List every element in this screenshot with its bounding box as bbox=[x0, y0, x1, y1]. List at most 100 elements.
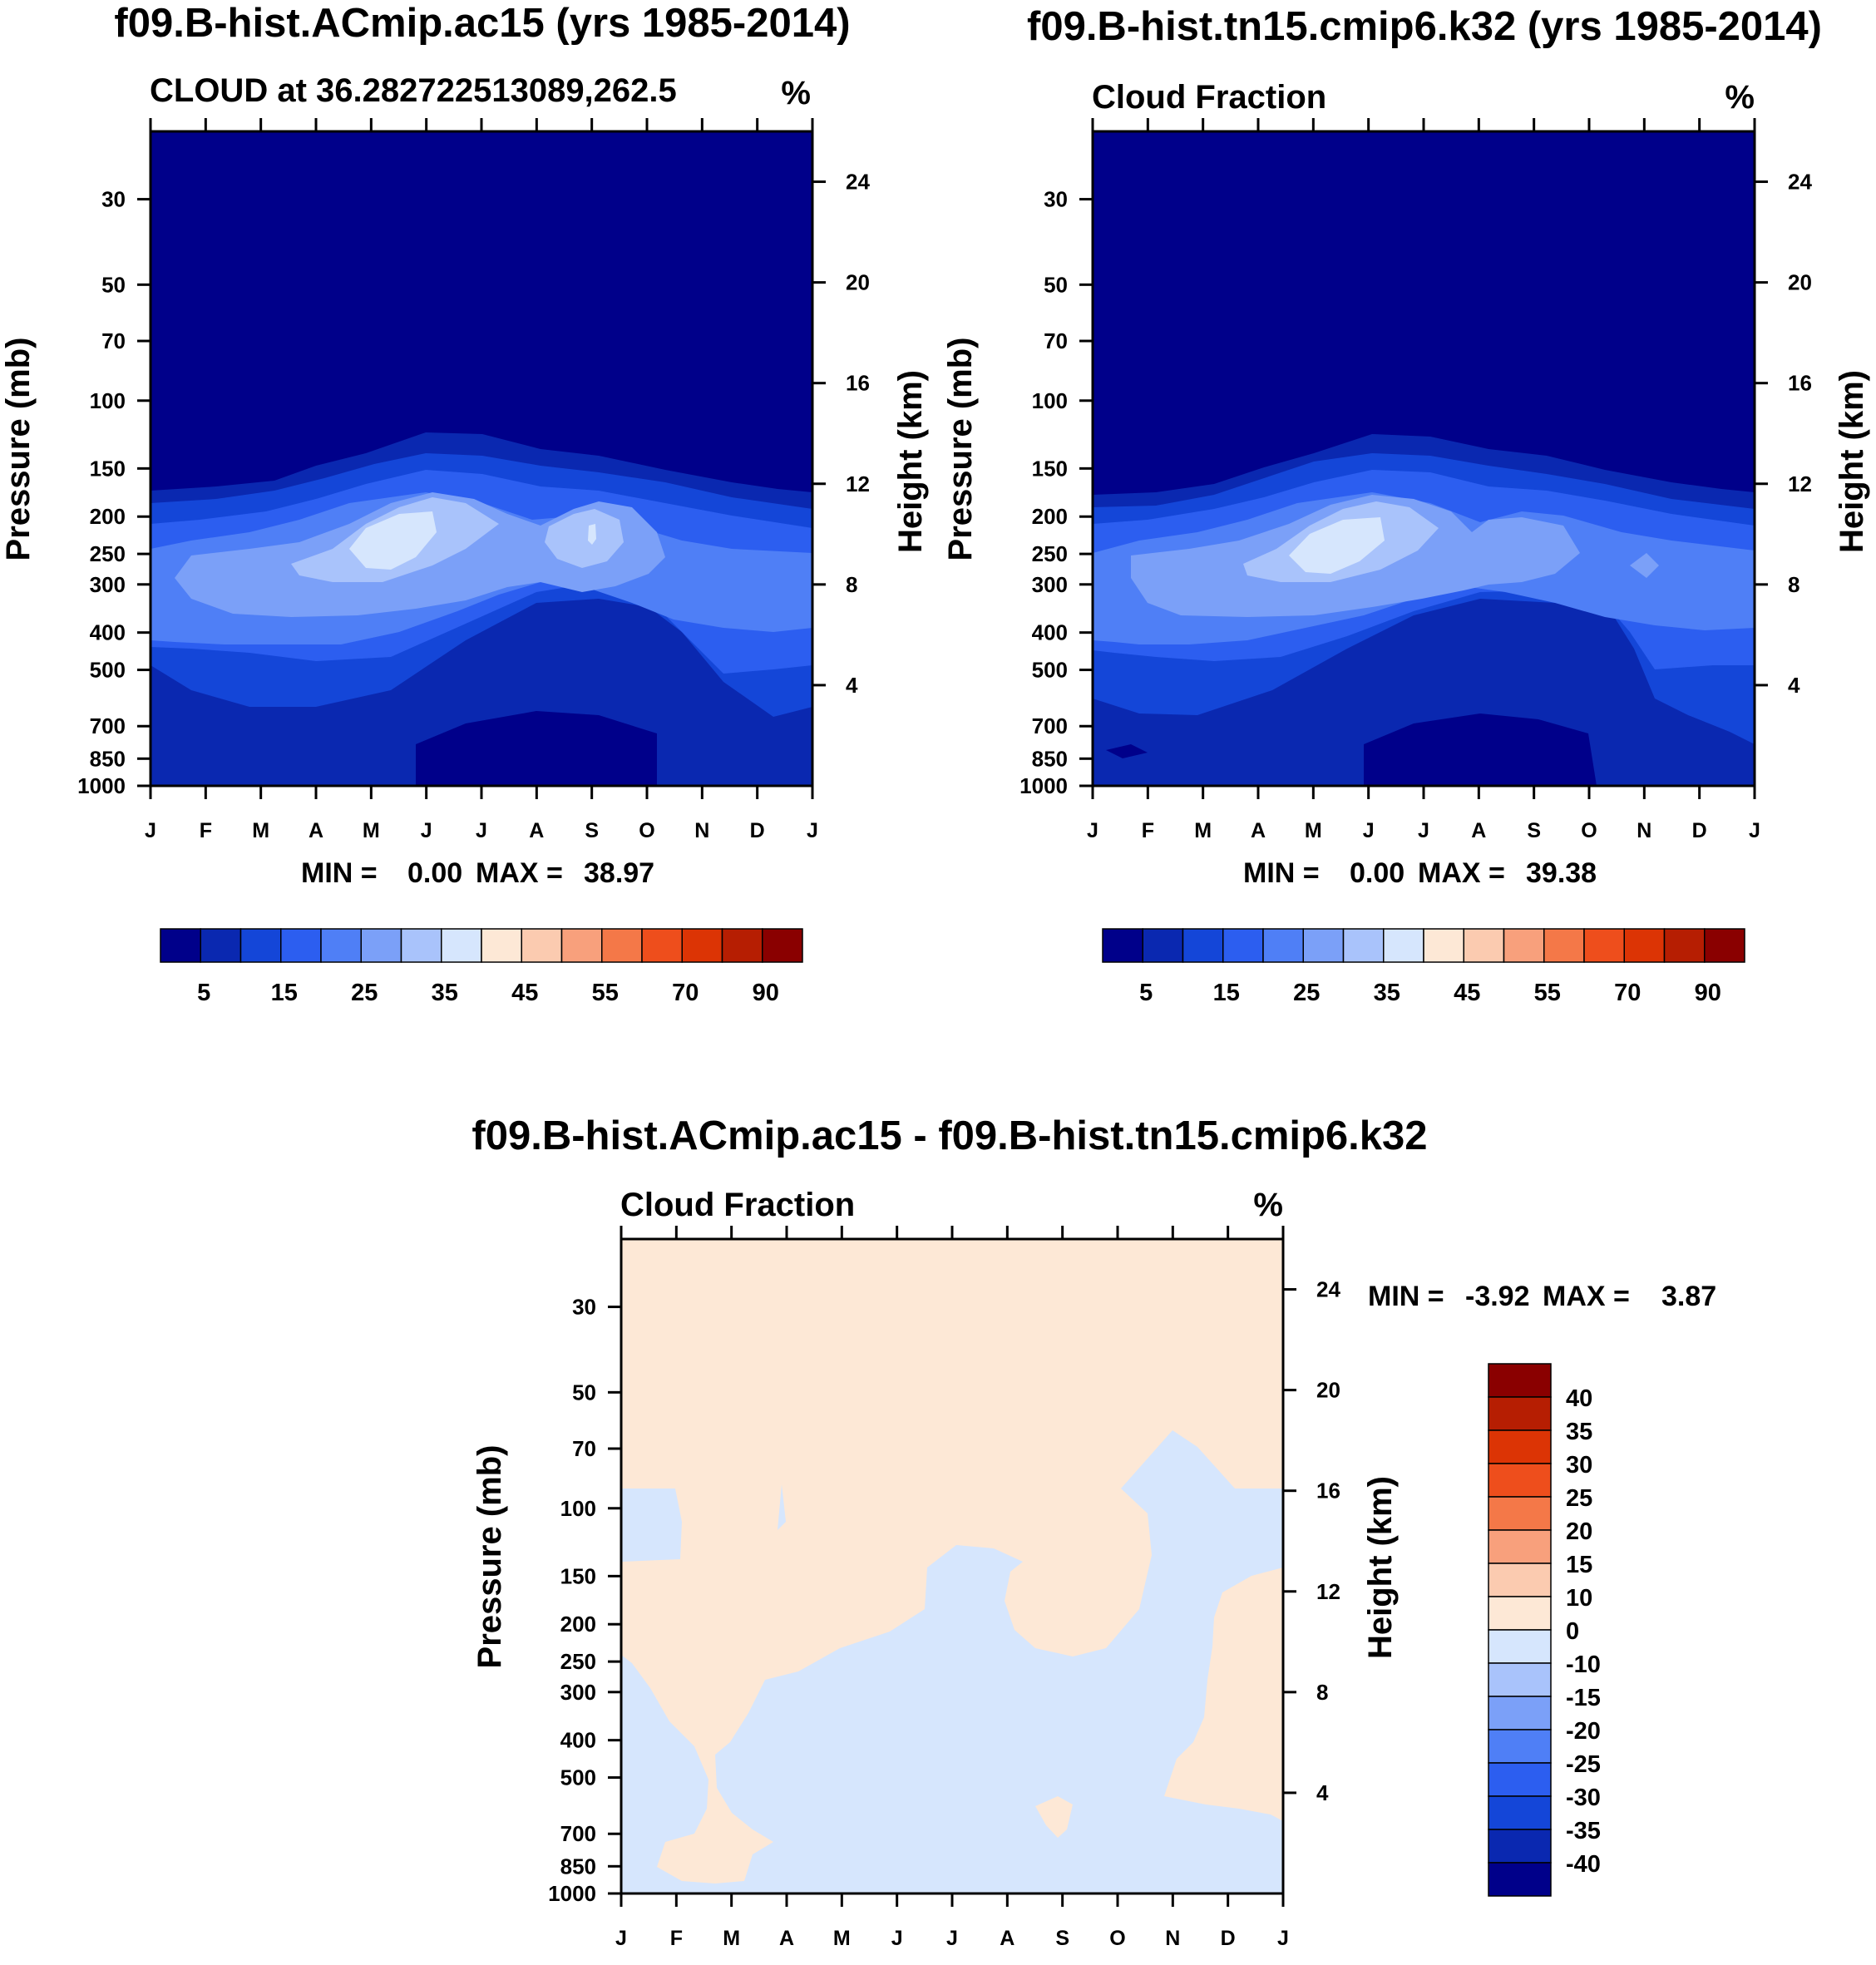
colorbar-label: 70 bbox=[1614, 980, 1641, 1006]
colorbar-swatch bbox=[239, 928, 282, 963]
left-panel-colorbar: 5 15 25 35 45 55 70 90 bbox=[160, 928, 803, 1006]
month-label: J bbox=[145, 819, 156, 842]
left-min-value: 0.00 bbox=[407, 857, 462, 889]
contour-band-0-5-surface bbox=[1106, 713, 1597, 786]
height-tick-label: 20 bbox=[1788, 270, 1812, 295]
month-label: J bbox=[891, 1927, 903, 1950]
colorbar-label: -10 bbox=[1566, 1651, 1601, 1678]
pressure-tick-label: 400 bbox=[90, 620, 126, 645]
colorbar-swatch bbox=[1488, 1795, 1552, 1830]
month-label: D bbox=[1692, 819, 1707, 842]
colorbar-swatch bbox=[360, 928, 402, 963]
pressure-tick-label: 300 bbox=[1032, 572, 1068, 597]
colorbar-swatch bbox=[1222, 928, 1264, 963]
month-label: M bbox=[1305, 819, 1322, 842]
colorbar-swatch bbox=[481, 928, 522, 963]
pressure-tick-label: 50 bbox=[572, 1380, 596, 1405]
colorbar-label: 35 bbox=[1566, 1419, 1592, 1445]
height-tick-label: 8 bbox=[1788, 572, 1799, 597]
right-panel-right-axis-title: Height (km) bbox=[1834, 370, 1870, 553]
pressure-tick-label: 150 bbox=[560, 1563, 596, 1588]
month-label: M bbox=[833, 1927, 851, 1950]
difference-panel-height-ticks: 24 20 16 12 8 4 bbox=[1316, 1277, 1340, 1805]
colorbar-swatch bbox=[1423, 928, 1464, 963]
right-panel-y-axis-title: Pressure (mb) bbox=[942, 338, 979, 561]
colorbar-label: 70 bbox=[672, 980, 699, 1006]
colorbar-label: -15 bbox=[1566, 1685, 1601, 1711]
left-max-label: MAX = bbox=[476, 857, 563, 889]
colorbar-swatch bbox=[441, 928, 482, 963]
difference-panel-units-label: % bbox=[1253, 1187, 1283, 1223]
height-tick-label: 24 bbox=[846, 170, 870, 195]
colorbar-label: -30 bbox=[1566, 1785, 1601, 1811]
contour-band-0-10-small bbox=[1035, 1796, 1073, 1838]
colorbar-label: 15 bbox=[1213, 980, 1240, 1006]
pressure-tick-label: 1000 bbox=[548, 1881, 596, 1906]
left-panel-ticks bbox=[137, 118, 826, 799]
difference-panel-ticks bbox=[608, 1226, 1296, 1907]
month-label: S bbox=[1527, 819, 1541, 842]
difference-panel-right-axis-title: Height (km) bbox=[1362, 1476, 1399, 1659]
height-tick-label: 16 bbox=[1788, 371, 1812, 396]
colorbar-swatch bbox=[1488, 1829, 1552, 1864]
diff-min-value: -3.92 bbox=[1465, 1281, 1530, 1312]
colorbar-swatch bbox=[1463, 928, 1505, 963]
colorbar-swatch bbox=[320, 928, 362, 963]
pressure-tick-label: 700 bbox=[1032, 713, 1068, 738]
month-label: S bbox=[1055, 1927, 1069, 1950]
month-label: J bbox=[1363, 819, 1375, 842]
pressure-tick-label: 250 bbox=[560, 1649, 596, 1674]
colorbar-swatch bbox=[1704, 928, 1745, 963]
colorbar-swatch bbox=[1488, 1496, 1552, 1531]
pressure-tick-label: 700 bbox=[90, 713, 126, 738]
colorbar-swatch bbox=[1623, 928, 1666, 963]
colorbar-swatch bbox=[601, 928, 643, 963]
colorbar-swatch bbox=[1543, 928, 1585, 963]
colorbar-label: 15 bbox=[271, 980, 298, 1006]
colorbar-label: 45 bbox=[511, 980, 538, 1006]
colorbar-label: 90 bbox=[753, 980, 779, 1006]
colorbar-swatch bbox=[400, 928, 442, 963]
left-panel: f09.B-hist.ACmip.ac15 (yrs 1985-2014) CL… bbox=[0, 1, 929, 1006]
height-tick-label: 8 bbox=[846, 572, 857, 597]
colorbar-swatch bbox=[1488, 1729, 1552, 1764]
pressure-tick-label: 700 bbox=[560, 1821, 596, 1846]
diff-max-label: MAX = bbox=[1543, 1281, 1630, 1312]
colorbar-swatch bbox=[1488, 1629, 1552, 1664]
pressure-tick-label: 500 bbox=[1032, 658, 1068, 683]
month-label: A bbox=[309, 819, 323, 842]
colorbar-label: 35 bbox=[432, 980, 458, 1006]
pressure-tick-label: 1000 bbox=[1019, 773, 1068, 798]
month-label: N bbox=[694, 819, 709, 842]
month-label: F bbox=[670, 1927, 683, 1950]
colorbar-swatch bbox=[681, 928, 723, 963]
pressure-tick-label: 200 bbox=[560, 1612, 596, 1637]
colorbar-swatch bbox=[1488, 1696, 1552, 1730]
pressure-tick-label: 30 bbox=[1044, 187, 1068, 212]
left-panel-right-axis-title: Height (km) bbox=[892, 370, 929, 553]
pressure-tick-label: 250 bbox=[1032, 541, 1068, 566]
pressure-tick-label: 250 bbox=[90, 541, 126, 566]
height-tick-label: 20 bbox=[846, 270, 870, 295]
right-panel-title: f09.B-hist.tn15.cmip6.k32 (yrs 1985-2014… bbox=[1027, 4, 1822, 49]
month-label: O bbox=[639, 819, 654, 842]
colorbar-label: 30 bbox=[1566, 1452, 1592, 1479]
colorbar-swatch bbox=[1383, 928, 1424, 963]
contour-band-0-5-surface bbox=[416, 711, 657, 786]
colorbar-label: 15 bbox=[1566, 1552, 1592, 1578]
colorbar-label: 10 bbox=[1566, 1585, 1592, 1612]
month-label: D bbox=[750, 819, 765, 842]
colorbar-label: 0 bbox=[1566, 1618, 1579, 1645]
difference-panel-colorbar: 40 35 30 25 20 15 10 0 -10 -15 -20 -25 -30 -35 -40 bbox=[1488, 1363, 1601, 1897]
right-panel-ticks bbox=[1079, 118, 1768, 799]
colorbar-swatch bbox=[1302, 928, 1345, 963]
pressure-tick-label: 850 bbox=[560, 1854, 596, 1879]
height-tick-label: 8 bbox=[1316, 1680, 1328, 1705]
colorbar-label: 45 bbox=[1454, 980, 1480, 1006]
month-label: J bbox=[946, 1927, 958, 1950]
right-panel-units-label: % bbox=[1725, 79, 1755, 116]
pressure-tick-label: 500 bbox=[90, 658, 126, 683]
pressure-tick-label: 300 bbox=[90, 572, 126, 597]
